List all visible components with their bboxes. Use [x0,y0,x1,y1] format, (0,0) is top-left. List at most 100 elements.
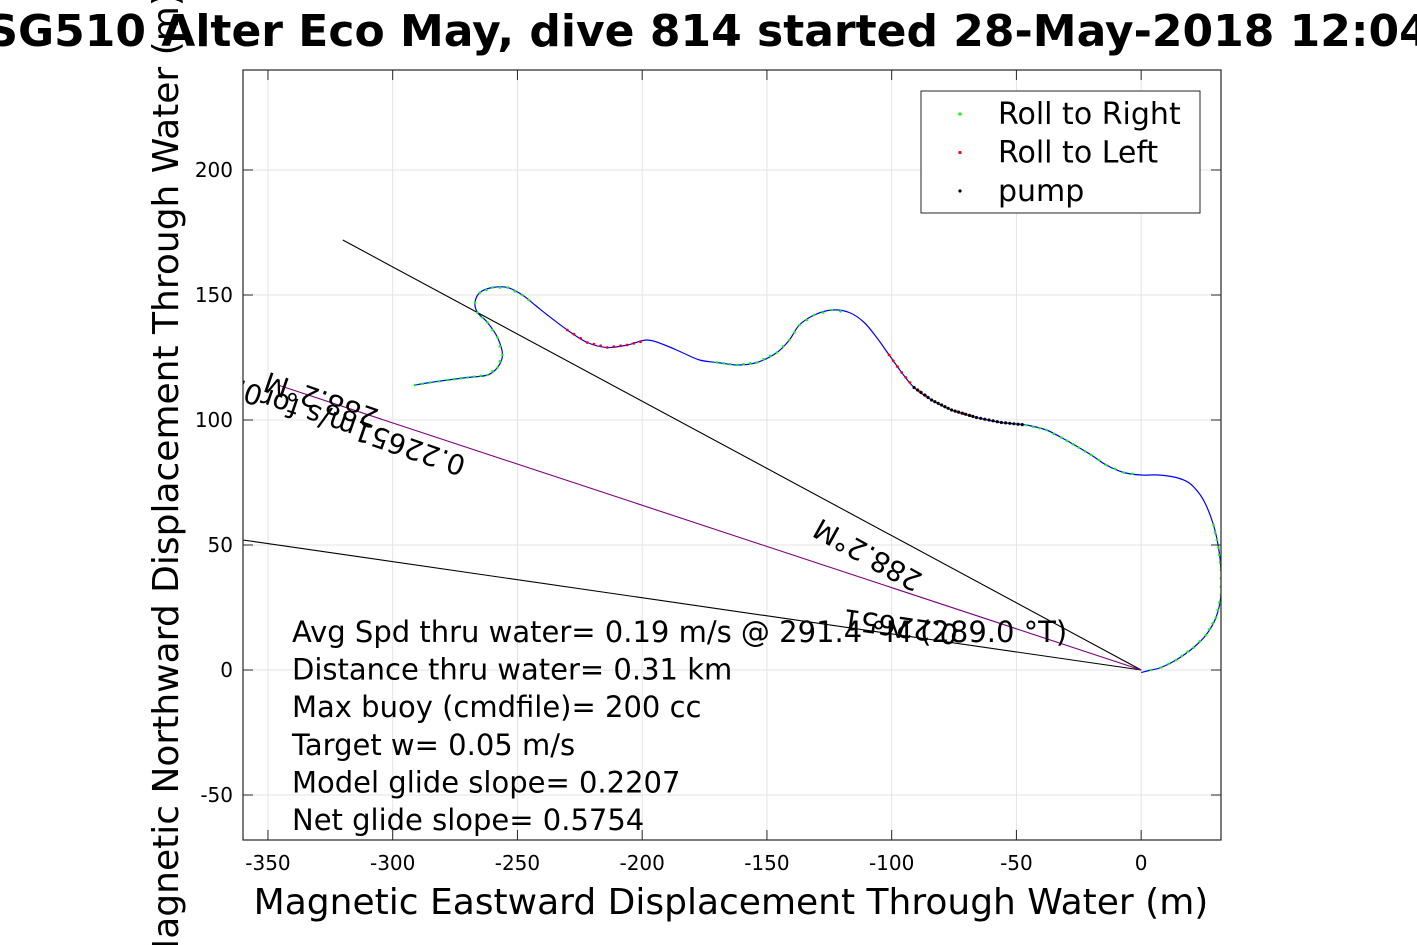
roll-right-marker [1131,472,1134,476]
legend-marker [958,150,962,155]
roll-left-marker [632,341,636,345]
pump-marker [916,388,920,392]
roll-left-marker [908,381,912,384]
pump-marker [1004,421,1008,425]
roll-right-marker [473,301,477,304]
pump-marker [953,409,957,413]
legend-marker [958,112,962,116]
pump-marker [930,398,934,402]
roll-right-marker [413,383,417,387]
pump-marker [923,393,927,397]
pump-marker [967,413,972,417]
annotation-line: Net glide slope= 0.5754 [292,803,644,837]
pump-marker [1020,423,1024,427]
roll-right-marker [486,321,489,324]
axes-box [242,69,1222,841]
y-axis-label: Magnetic Northward Displacement Through … [146,0,187,945]
roll-right-marker [781,345,785,348]
roll-right-marker [1122,471,1125,474]
roll-right-marker [722,362,725,365]
roll-right-marker [496,336,499,339]
roll-right-marker [1208,627,1211,631]
roll-right-marker [1198,640,1202,643]
pump-marker [983,417,987,421]
pump-marker [979,416,983,420]
x-tick-label: -250 [495,851,540,875]
roll-left-marker [904,376,908,379]
pump-marker [950,408,954,412]
displacement-line [277,384,1142,671]
roll-left-marker [887,353,891,357]
annotation-line: Target w= 0.05 m/s [291,728,575,762]
roll-right-marker [479,374,483,378]
roll-right-marker [1045,428,1048,432]
roll-left-marker [612,345,616,349]
roll-right-marker [421,382,424,386]
roll-right-marker [1149,668,1153,672]
pump-marker [987,418,991,422]
roll-right-marker [1097,458,1101,462]
roll-right-marker [437,380,441,383]
roll-right-marker [476,311,479,314]
annotation-line: Avg Spd thru water= 0.19 m/s @ 291.4 °M … [292,615,1067,649]
roll-left-marker [619,344,622,348]
roll-left-marker [891,359,895,363]
roll-right-marker [1090,453,1093,457]
annotation-line: Distance thru water= 0.31 km [292,653,732,687]
y-tick-label: -50 [200,783,233,807]
roll-right-marker [521,293,524,297]
x-tick-label: -300 [370,851,415,875]
x-axis-label: Magnetic Eastward Displacement Through W… [254,882,1209,923]
roll-right-marker [1214,616,1218,619]
legend-label: pump [998,174,1084,209]
roll-right-marker [1212,523,1215,527]
legend-box [920,90,1201,214]
roll-left-marker [639,340,642,344]
y-tick-label: 0 [220,658,233,682]
pump-marker [995,420,999,424]
roll-right-marker [821,311,825,314]
line-label: 0.22651m/s for0.44613hr =0.36379km [0,271,470,482]
roll-right-marker [1204,633,1208,637]
pump-marker [971,414,975,418]
pump-marker [919,390,923,395]
roll-right-marker [501,353,504,357]
roll-right-marker [1192,646,1195,649]
pump-marker [991,419,995,423]
y-tick-label: 150 [195,283,233,307]
roll-right-marker [472,375,476,379]
roll-right-marker [1060,436,1063,439]
pump-marker [974,415,979,420]
roll-right-marker [498,286,502,289]
x-tick-label: -50 [1000,851,1033,875]
roll-right-marker [452,377,456,381]
roll-right-marker [496,366,499,369]
roll-right-marker [805,318,809,322]
roll-left-marker [605,346,609,349]
roll-right-marker [755,361,759,364]
roll-right-marker [1216,608,1219,612]
roll-right-marker [1213,531,1217,534]
pump-marker [1008,421,1012,425]
roll-right-marker [793,331,796,334]
heading-line [342,239,1142,671]
roll-right-marker [498,345,502,348]
legend-label: Roll to Left [998,136,1158,171]
roll-right-marker [1218,601,1221,604]
roll-right-marker [1104,463,1108,467]
roll-left-marker [900,371,904,374]
x-tick-label: -350 [245,851,290,875]
roll-right-marker [798,323,801,327]
y-tick-label: 100 [195,408,233,432]
roll-right-marker [749,362,752,365]
pump-marker [946,406,950,410]
roll-right-marker [498,360,502,363]
x-tick-label: -100 [869,851,914,875]
current-line [243,539,1142,671]
roll-right-marker [1038,427,1041,430]
roll-right-marker [1159,666,1163,669]
roll-left-marker [579,336,582,340]
roll-right-marker [1031,425,1035,429]
